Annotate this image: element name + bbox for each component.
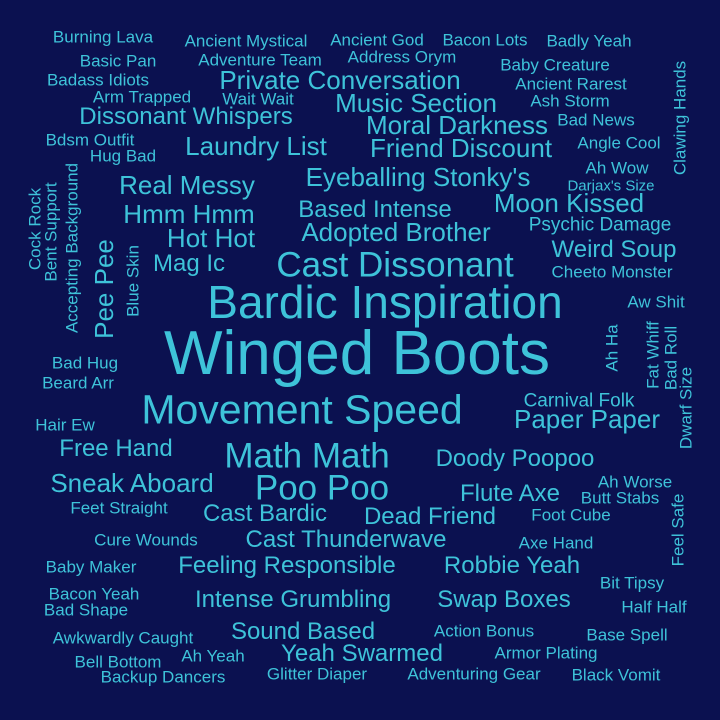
word: Angle Cool [577, 133, 661, 153]
word: Accepting Background [62, 162, 82, 334]
word: Action Bonus [433, 621, 535, 641]
word: Bacon Yeah [48, 584, 140, 604]
word: Bardic Inspiration [207, 276, 563, 328]
word: Feel Safe [668, 493, 688, 567]
word: Darjax's Size [567, 177, 655, 195]
word: Hair Ew [35, 415, 95, 435]
word: Psychic Damage [528, 214, 672, 236]
word: Beard Arr [42, 373, 114, 393]
word: Aw Shit [627, 292, 685, 312]
word: Arm Trapped [92, 87, 192, 107]
word: Base Spell [586, 625, 668, 645]
word: Address Orym [347, 47, 457, 67]
word: Cure Wounds [94, 530, 198, 550]
word: Awkwardly Caught [52, 628, 194, 648]
word: Doody Poopoo [435, 445, 595, 472]
word: Baby Maker [45, 557, 137, 577]
word: Dead Friend [363, 503, 497, 530]
word: Axe Hand [518, 533, 594, 553]
word: Real Messy [119, 170, 255, 200]
word: Cast Thunderwave [245, 526, 447, 553]
word: Intense Grumbling [194, 586, 392, 613]
word: Half Half [621, 597, 687, 617]
word: Badass Idiots [46, 70, 150, 90]
word: Hug Bad [89, 146, 157, 166]
word: Winged Boots [164, 319, 550, 388]
word: Dwarf Size [676, 366, 696, 450]
word: Moral Darkness [365, 110, 549, 140]
word: Ah Yeah [181, 646, 245, 666]
word: Wait Wait [222, 89, 294, 109]
word: Ash Storm [530, 91, 610, 111]
word: Bad Hug [51, 353, 119, 373]
word: Cast Dissonant [276, 245, 514, 285]
word: Robbie Yeah [443, 552, 581, 579]
word: Basic Pan [79, 51, 157, 71]
word: Blue Skin [123, 245, 143, 317]
word: Ancient God [330, 30, 424, 50]
word: Poo Poo [254, 468, 390, 508]
word: Adventuring Gear [407, 664, 541, 684]
word: Private Conversation [219, 65, 461, 95]
word: Sneak Aboard [50, 468, 214, 498]
word: Bit Tipsy [599, 573, 665, 593]
word: Burning Lava [52, 27, 154, 47]
word: Mag Ic [152, 250, 226, 277]
word: Bad Shape [43, 600, 129, 620]
word: Bent Support [41, 182, 61, 282]
word: Weird Soup [551, 236, 677, 263]
word: Math Math [224, 436, 390, 476]
word: Paper Paper [514, 404, 660, 434]
word: Clawing Hands [670, 60, 690, 176]
word: Bdsm Outfit [45, 130, 135, 150]
word: Free Hand [59, 435, 173, 462]
word: Moon Kissed [493, 188, 645, 218]
word: Adventure Team [198, 50, 322, 70]
word: Laundry List [185, 131, 327, 161]
word: Hmm Hmm [123, 199, 255, 229]
word: Glitter Diaper [266, 664, 368, 684]
word: Baby Creature [500, 55, 610, 75]
word: Foot Cube [531, 505, 611, 525]
word: Movement Speed [141, 386, 463, 433]
word: Based Intense [298, 196, 452, 223]
word: Swap Boxes [437, 586, 571, 613]
word: Butt Stabs [580, 488, 660, 508]
word: Eyeballing Stonky's [305, 162, 531, 192]
word: Ah Ha [602, 324, 622, 372]
word: Badly Yeah [546, 31, 632, 51]
word: Music Section [335, 88, 497, 118]
word: Adopted Brother [301, 217, 491, 247]
word: Feet Straight [70, 498, 168, 518]
word: Ah Worse [597, 472, 673, 492]
word: Pee Pee [89, 239, 119, 339]
word: Ancient Rarest [515, 74, 627, 94]
word: Backup Dancers [100, 667, 226, 687]
word: Armor Plating [494, 643, 598, 663]
word: Flute Axe [459, 480, 561, 507]
word: Yeah Swarmed [281, 640, 443, 667]
word: Cheeto Monster [551, 262, 673, 282]
word: Friend Discount [369, 133, 553, 163]
word: Dissonant Whispers [79, 103, 293, 130]
word: Ah Wow [585, 158, 649, 178]
word: Black Vomit [571, 665, 661, 685]
word: Cast Bardic [202, 500, 328, 527]
word: Ancient Mystical [184, 31, 308, 51]
word: Bell Bottom [74, 652, 162, 672]
word: Fat Whiff [643, 321, 663, 389]
word: Carnival Folk [523, 390, 635, 412]
word: Feeling Responsible [178, 552, 396, 579]
word: Bacon Lots [442, 30, 528, 50]
word: Sound Based [230, 618, 376, 645]
word: Bad News [557, 110, 635, 130]
word: Hot Hot [166, 223, 256, 253]
